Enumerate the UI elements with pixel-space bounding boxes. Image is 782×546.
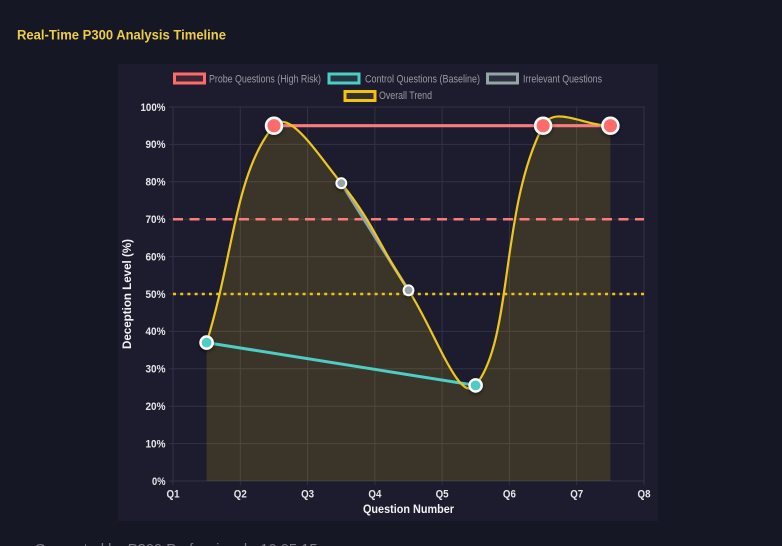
svg-text:Probe Questions (High Risk): Probe Questions (High Risk) (209, 74, 321, 86)
svg-text:60%: 60% (146, 251, 166, 263)
svg-text:Generated by P300 Professional: Generated by P300 Professional - 10:05:1… (35, 542, 318, 546)
svg-text:Q1: Q1 (167, 489, 180, 501)
svg-text:Q5: Q5 (436, 489, 449, 501)
svg-text:Q7: Q7 (570, 489, 583, 501)
svg-text:Question Number: Question Number (363, 502, 454, 516)
svg-text:80%: 80% (146, 177, 166, 189)
svg-text:Q6: Q6 (503, 489, 516, 501)
svg-text:30%: 30% (146, 364, 166, 376)
svg-text:Q3: Q3 (301, 489, 314, 501)
svg-text:Irrelevant Questions: Irrelevant Questions (523, 74, 602, 86)
svg-text:Overall Trend: Overall Trend (379, 90, 432, 102)
svg-text:Q8: Q8 (638, 489, 651, 501)
svg-text:40%: 40% (146, 326, 166, 338)
svg-text:70%: 70% (146, 214, 166, 226)
svg-text:20%: 20% (146, 401, 166, 413)
svg-text:Q2: Q2 (234, 489, 247, 501)
svg-text:100%: 100% (141, 102, 166, 114)
svg-text:Deception Level (%): Deception Level (%) (120, 239, 134, 349)
svg-text:Real-Time P300 Analysis Timeli: Real-Time P300 Analysis Timeline (17, 27, 226, 42)
svg-text:Q4: Q4 (368, 489, 382, 501)
svg-text:Control Questions (Baseline): Control Questions (Baseline) (365, 74, 480, 86)
svg-text:50%: 50% (146, 289, 166, 301)
svg-text:10%: 10% (146, 438, 166, 450)
svg-text:0%: 0% (152, 476, 166, 488)
svg-text:90%: 90% (146, 139, 166, 151)
